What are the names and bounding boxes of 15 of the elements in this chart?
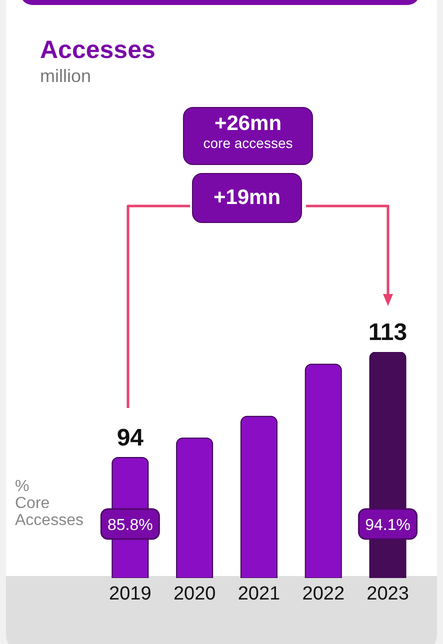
text: core accesses bbox=[202, 135, 294, 151]
x-tick-label: 2020 bbox=[173, 583, 216, 604]
annotation: 94.1% bbox=[365, 517, 410, 534]
x-tick-label: 2019 bbox=[109, 583, 152, 604]
chart-subtitle: million bbox=[40, 66, 92, 87]
x-tick-label: 2022 bbox=[302, 583, 345, 604]
text: % Core Accesses bbox=[15, 478, 84, 529]
data-label: 94 bbox=[116, 424, 144, 452]
x-tick-label: 2023 bbox=[366, 583, 409, 604]
x-tick-label: 2021 bbox=[238, 583, 280, 604]
text: +19mn bbox=[192, 173, 302, 223]
annotation: 85.8% bbox=[107, 517, 153, 534]
chart-title: Accesses bbox=[40, 36, 156, 65]
data-label: 113 bbox=[368, 319, 408, 346]
text: +26mn bbox=[213, 112, 283, 136]
